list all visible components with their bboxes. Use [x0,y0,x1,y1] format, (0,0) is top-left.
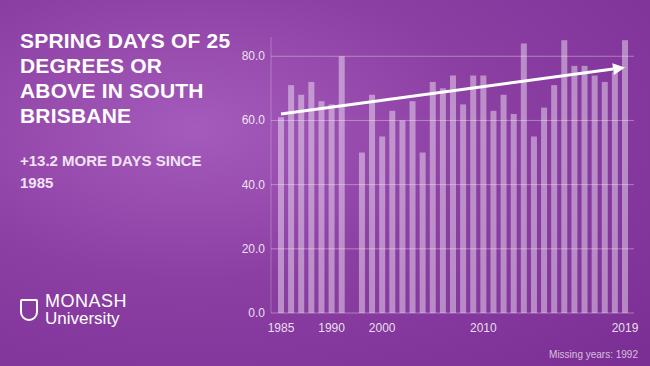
bar [480,76,486,313]
bar [410,101,416,313]
bar [440,88,446,313]
bar [541,108,547,313]
bar [602,82,608,313]
bar [622,40,628,313]
bar [399,120,405,313]
x-tick-label: 1990 [318,321,345,335]
y-tick-label: 40.0 [242,178,266,192]
bar [329,104,335,313]
y-tick-label: 20.0 [242,242,266,256]
bar [318,101,324,313]
bar [521,43,527,313]
bar [490,111,496,313]
x-tick-label: 1985 [268,321,295,335]
logo-text: MONASH [45,292,127,310]
bar [420,153,426,313]
bar [511,114,517,313]
annotation: Missing years: 1992 [549,349,638,360]
y-axis-line [271,37,272,313]
logo-text: University [45,310,127,328]
logo-crest [20,299,38,321]
x-tick-label: 2019 [612,321,639,335]
background: SPRING DAYS OF 25 DEGREES OR ABOVE IN SO… [0,0,650,366]
bar [571,66,577,313]
chart: 0.0 20.0 40.0 60.0 80.0 1985 1990 2000 2010 2019 M… [0,0,650,366]
x-tick-label: 2000 [369,321,396,335]
bar [551,85,557,313]
bar [288,85,294,313]
y-tick-label: 0.0 [248,306,265,320]
bar [531,136,537,313]
bar [430,82,436,313]
bar [592,76,598,313]
trend [281,63,625,114]
bars [278,40,628,313]
bar [582,66,588,313]
trend-arrowhead [612,63,625,75]
bar [369,95,375,313]
title: SPRING DAYS OF 25 DEGREES OR ABOVE IN SO… [20,28,235,128]
bar [308,82,314,313]
x-tick-label: 2010 [470,321,497,335]
bar [389,111,395,313]
bar [612,72,618,313]
y-tick-label: 80.0 [242,49,266,63]
bar [561,40,567,313]
y-tick-label: 60.0 [242,113,266,127]
bar [470,76,476,313]
bar [339,56,345,313]
bar [501,95,507,313]
bar [359,153,365,313]
logo: MONASH University [20,292,127,328]
bar [379,136,385,313]
subtitle: +13.2 MORE DAYS SINCE 1985 [20,150,220,194]
bar [460,104,466,313]
bar [298,95,304,313]
grid-line [271,56,634,57]
bar [450,76,456,313]
trend-line [281,69,613,114]
bar [278,117,284,313]
